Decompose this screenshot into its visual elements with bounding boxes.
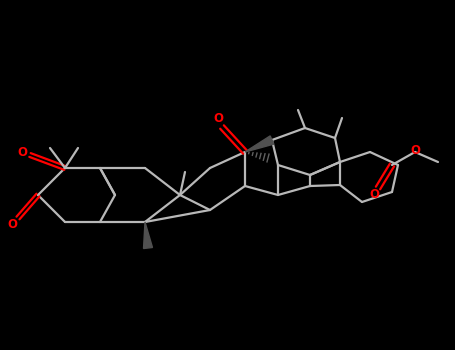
Polygon shape — [245, 136, 274, 152]
Text: O: O — [410, 144, 420, 156]
Text: O: O — [17, 146, 27, 159]
Text: O: O — [369, 188, 379, 201]
Text: O: O — [213, 112, 223, 125]
Polygon shape — [143, 222, 152, 248]
Text: O: O — [7, 218, 17, 231]
